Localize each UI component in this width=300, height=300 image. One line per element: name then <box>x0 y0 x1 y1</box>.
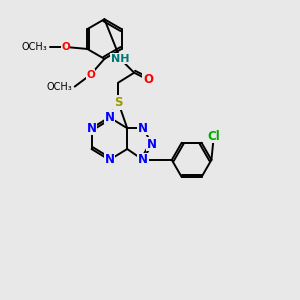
Text: OCH₃: OCH₃ <box>22 42 48 52</box>
Text: N: N <box>138 122 148 135</box>
Text: Cl: Cl <box>207 130 220 142</box>
Text: N: N <box>147 138 157 151</box>
Text: S: S <box>114 96 122 109</box>
Text: O: O <box>86 70 95 80</box>
Text: N: N <box>138 153 148 167</box>
Text: N: N <box>104 153 114 167</box>
Text: N: N <box>86 122 97 135</box>
Text: N: N <box>104 111 114 124</box>
Text: O: O <box>61 42 70 52</box>
Text: NH: NH <box>111 54 130 64</box>
Text: OCH₃: OCH₃ <box>47 82 73 92</box>
Text: O: O <box>143 73 153 86</box>
